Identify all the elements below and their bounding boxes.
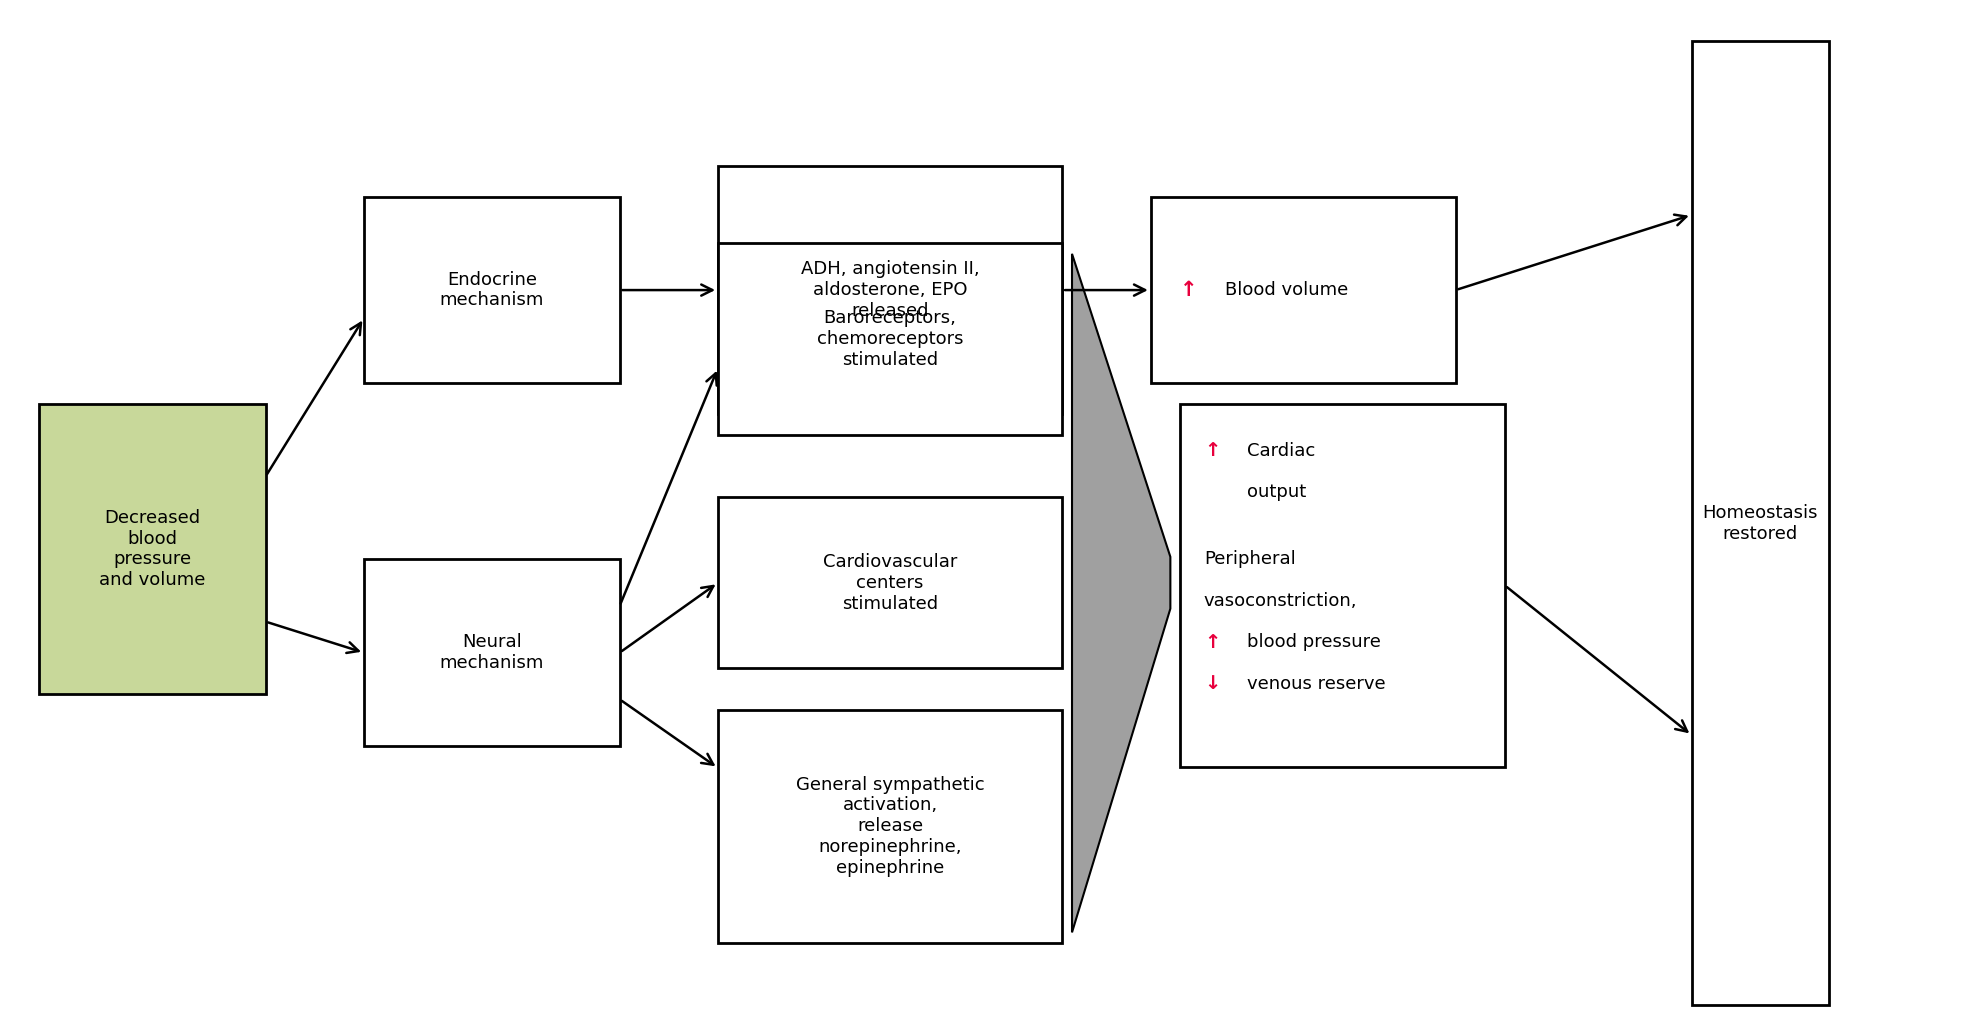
FancyBboxPatch shape: [364, 559, 620, 746]
FancyBboxPatch shape: [39, 404, 266, 694]
Polygon shape: [1072, 254, 1170, 932]
Text: Baroreceptors,
chemoreceptors
stimulated: Baroreceptors, chemoreceptors stimulated: [816, 310, 964, 369]
Text: ↑: ↑: [1204, 633, 1220, 652]
Text: Cardiovascular
centers
stimulated: Cardiovascular centers stimulated: [822, 553, 958, 612]
Text: Decreased
blood
pressure
and volume: Decreased blood pressure and volume: [98, 509, 207, 589]
FancyBboxPatch shape: [1151, 197, 1456, 383]
FancyBboxPatch shape: [718, 243, 1062, 435]
Text: blood pressure: blood pressure: [1247, 633, 1381, 652]
Text: Blood volume: Blood volume: [1225, 281, 1349, 299]
Text: output: output: [1247, 483, 1306, 501]
FancyBboxPatch shape: [718, 710, 1062, 943]
FancyBboxPatch shape: [718, 497, 1062, 668]
Text: Cardiac: Cardiac: [1247, 441, 1316, 460]
Text: venous reserve: venous reserve: [1247, 674, 1385, 693]
Text: General sympathetic
activation,
release
norepinephrine,
epinephrine: General sympathetic activation, release …: [797, 776, 984, 876]
Text: Neural
mechanism: Neural mechanism: [439, 633, 545, 672]
FancyBboxPatch shape: [1180, 404, 1505, 767]
Text: ADH, angiotensin II,
aldosterone, EPO
released: ADH, angiotensin II, aldosterone, EPO re…: [801, 260, 980, 320]
Text: Endocrine
mechanism: Endocrine mechanism: [439, 270, 545, 310]
FancyBboxPatch shape: [718, 166, 1062, 414]
Text: ↑: ↑: [1204, 441, 1220, 460]
FancyBboxPatch shape: [1692, 41, 1829, 1005]
FancyBboxPatch shape: [364, 197, 620, 383]
Text: vasoconstriction,: vasoconstriction,: [1204, 592, 1357, 610]
Text: Homeostasis
restored: Homeostasis restored: [1703, 503, 1818, 543]
Text: Peripheral: Peripheral: [1204, 550, 1296, 569]
Text: ↓: ↓: [1204, 674, 1220, 693]
Text: ↑: ↑: [1180, 280, 1198, 300]
